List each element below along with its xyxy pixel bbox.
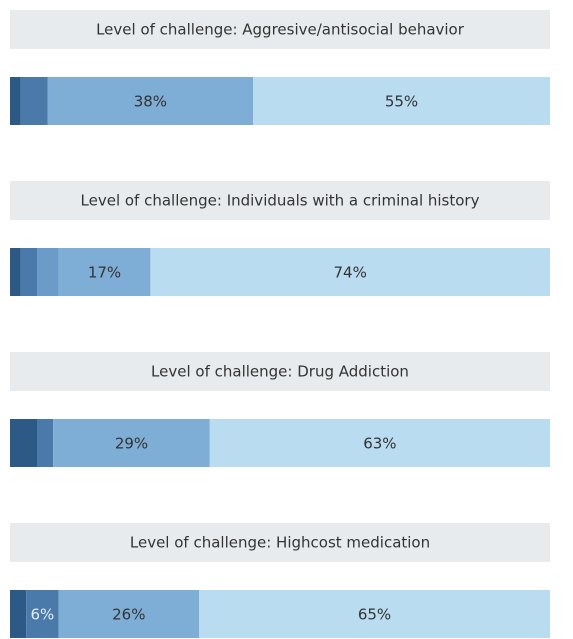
data-label: 26% [112,606,145,624]
bar-segment [58,590,199,638]
bar-segment [150,248,550,296]
data-label: 74% [334,264,367,282]
bar-segment [10,248,21,296]
data-label: 63% [363,435,396,453]
bar-segment [20,77,48,125]
title-box [10,523,550,562]
bar-segment [253,77,550,125]
bar-segment [10,77,21,125]
title-box [10,352,550,391]
chart-title: Level of challenge: Aggresive/antisocial… [96,21,465,39]
bar-segment [53,419,210,467]
data-label: 17% [88,264,121,282]
bar-segment [10,590,27,638]
data-label: 29% [115,435,148,453]
chart-title: Level of challenge: Drug Addiction [151,363,409,381]
bar-segment [209,419,551,467]
data-label: 55% [385,93,418,111]
bar-segment [26,590,59,638]
bar-segment [37,419,54,467]
data-label: 6% [31,606,55,624]
title-box [10,181,550,220]
chart-title: Level of challenge: Individuals with a c… [81,192,480,210]
data-label: 38% [134,93,167,111]
data-label: 65% [358,606,391,624]
bar-segment [20,248,37,296]
bar-segment [37,248,59,296]
title-box [10,10,550,49]
bar-segment [10,419,37,467]
bar-segment [47,77,253,125]
bar-segment [58,248,151,296]
bar-segment [199,590,550,638]
chart-title: Level of challenge: Highcost medication [130,534,430,552]
